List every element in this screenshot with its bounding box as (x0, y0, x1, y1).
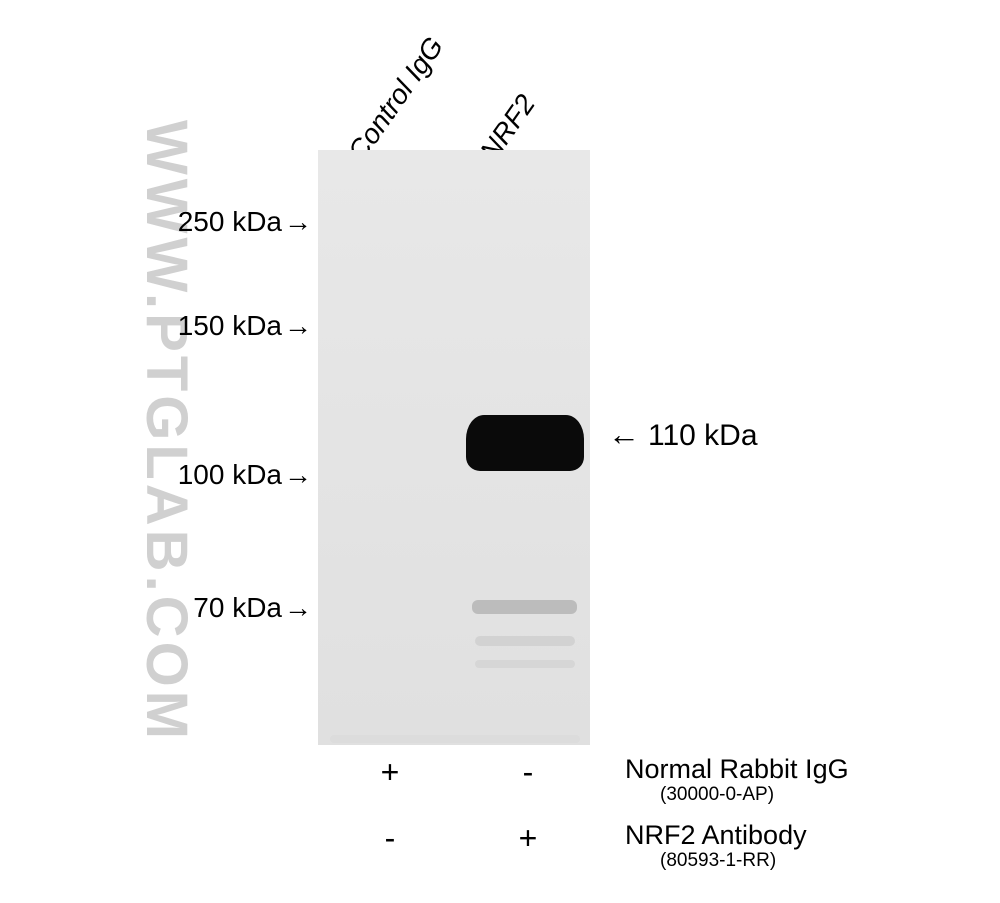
table-cell: + (350, 754, 430, 791)
blot-band-faint (475, 636, 575, 646)
row-label: NRF2 Antibody (625, 820, 807, 851)
arrow-right-icon: → (284, 206, 312, 238)
mw-marker-text: 150 kDa (178, 310, 282, 341)
mw-marker-text: 70 kDa (193, 592, 282, 623)
table-cell: - (488, 754, 568, 791)
row-sublabel: (30000-0-AP) (660, 784, 774, 806)
table-cell: - (350, 820, 430, 857)
arrow-left-icon: ← (608, 416, 640, 453)
mw-marker-text: 100 kDa (178, 459, 282, 490)
band-annotation-text: 110 kDa (648, 419, 758, 452)
band-annotation: ←110 kDa (608, 416, 758, 453)
mw-marker: 70 kDa→ (193, 592, 312, 624)
figure-container: WWW.PTGLAB.COM Control IgG NRF2 250 kDa→… (0, 0, 1000, 903)
row-label: Normal Rabbit IgG (625, 754, 849, 785)
blot-band-faint (472, 600, 577, 614)
blot-band-main (466, 415, 584, 471)
arrow-right-icon: → (284, 459, 312, 491)
mw-marker: 100 kDa→ (178, 459, 312, 491)
blot-baseline (330, 735, 580, 743)
mw-marker: 250 kDa→ (178, 206, 312, 238)
mw-marker: 150 kDa→ (178, 310, 312, 342)
arrow-right-icon: → (284, 592, 312, 624)
mw-marker-text: 250 kDa (178, 206, 282, 237)
table-cell: + (488, 820, 568, 857)
row-sublabel: (80593-1-RR) (660, 850, 776, 872)
blot-band-faint (475, 660, 575, 668)
arrow-right-icon: → (284, 310, 312, 342)
lane-header-control: Control IgG (342, 31, 450, 167)
